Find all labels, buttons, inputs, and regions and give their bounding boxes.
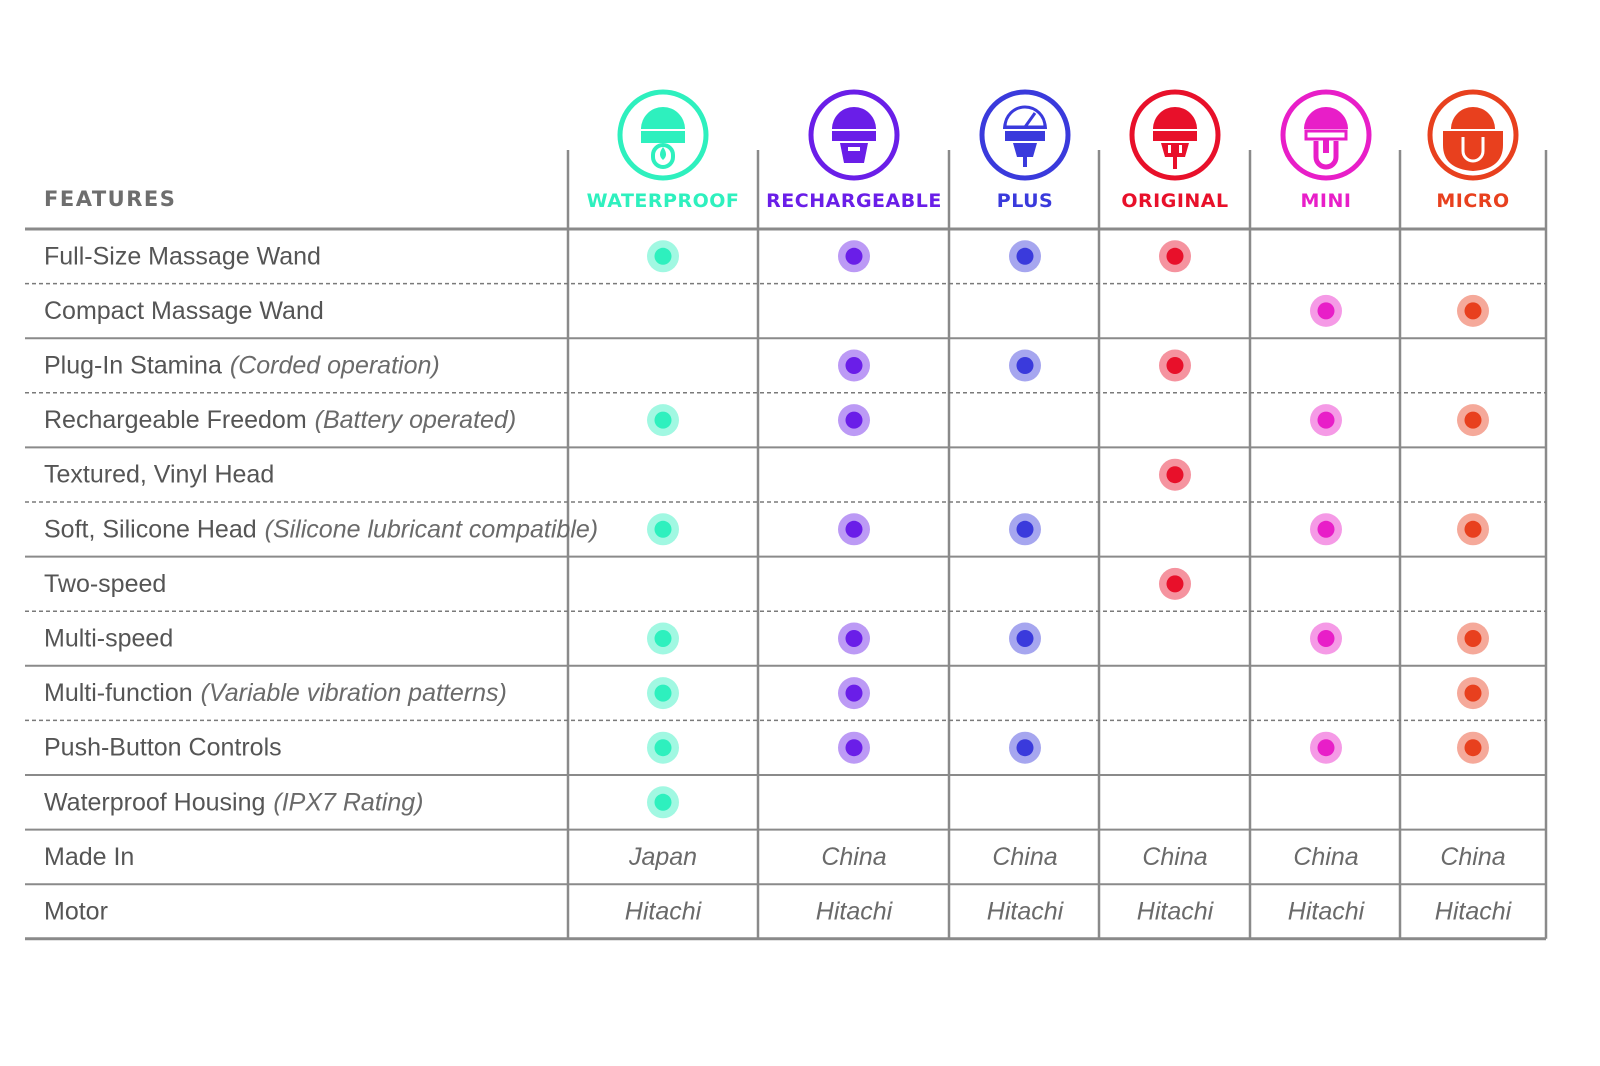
feature-check-dot — [1009, 513, 1041, 546]
feature-check-dot — [838, 240, 870, 273]
feature-check-dot — [1457, 294, 1489, 327]
spec-label: Motor — [44, 898, 108, 926]
feature-check-dot — [1310, 294, 1342, 327]
feature-check-dot — [1310, 622, 1342, 655]
table-body: Full-Size Massage Wand Compact Massage Wa… — [44, 240, 1513, 926]
model-name-rechargeable: RECHARGEABLE — [766, 190, 942, 212]
feature-check-dot — [647, 622, 679, 655]
spec-value: China — [1142, 843, 1207, 871]
feature-label: Rechargeable Freedom (Battery operated) — [44, 406, 516, 434]
model-icons — [617, 89, 1519, 181]
feature-label: Waterproof Housing (IPX7 Rating) — [44, 788, 423, 816]
original-wand-plug-icon — [1129, 89, 1221, 181]
micro-wand-pocket-icon — [1427, 89, 1519, 181]
feature-check-dot — [1457, 513, 1489, 546]
spec-value: Hitachi — [987, 898, 1065, 926]
feature-check-dot — [1457, 677, 1489, 710]
feature-check-dot — [1009, 349, 1041, 382]
feature-check-dot — [1159, 349, 1191, 382]
feature-label: Push-Button Controls — [44, 734, 282, 762]
feature-check-dot — [1009, 240, 1041, 273]
mini-wand-icon — [1280, 89, 1372, 181]
feature-check-dot — [647, 240, 679, 273]
feature-check-dot — [647, 404, 679, 437]
model-name-waterproof: WATERPROOF — [587, 190, 740, 212]
spec-value: Hitachi — [625, 898, 703, 926]
spec-value: China — [992, 843, 1057, 871]
feature-check-dot — [1457, 404, 1489, 437]
rechargeable-wand-icon — [808, 89, 900, 181]
spec-value: Hitachi — [1435, 898, 1513, 926]
spec-value: China — [1440, 843, 1505, 871]
feature-check-dot — [647, 731, 679, 764]
feature-check-dot — [838, 513, 870, 546]
spec-value: China — [821, 843, 886, 871]
feature-label: Textured, Vinyl Head — [44, 461, 274, 489]
feature-check-dot — [647, 677, 679, 710]
feature-label: Multi-function (Variable vibration patter… — [44, 679, 507, 707]
feature-check-dot — [1159, 240, 1191, 273]
model-name-original: ORIGINAL — [1121, 190, 1228, 212]
feature-check-dot — [1457, 622, 1489, 655]
feature-check-dot — [1310, 731, 1342, 764]
feature-check-dot — [838, 731, 870, 764]
feature-check-dot — [647, 786, 679, 819]
spec-value: Hitachi — [1137, 898, 1215, 926]
feature-label: Compact Massage Wand — [44, 297, 324, 325]
feature-check-dot — [1009, 622, 1041, 655]
feature-check-dot — [1310, 404, 1342, 437]
spec-value: China — [1293, 843, 1358, 871]
feature-label: Plug-In Stamina (Corded operation) — [44, 352, 440, 380]
spec-value: Hitachi — [1288, 898, 1366, 926]
table-grid — [25, 150, 1548, 941]
model-name-mini: MINI — [1301, 190, 1352, 212]
feature-check-dot — [838, 404, 870, 437]
feature-check-dot — [838, 622, 870, 655]
feature-check-dot — [838, 677, 870, 710]
feature-label: Full-Size Massage Wand — [44, 242, 321, 270]
model-name-plus: PLUS — [997, 190, 1053, 212]
feature-check-dot — [1009, 731, 1041, 764]
feature-label: Multi-speed — [44, 625, 173, 653]
feature-check-dot — [1159, 567, 1191, 600]
feature-check-dot — [1457, 731, 1489, 764]
feature-label: Soft, Silicone Head (Silicone lubricant c… — [44, 515, 598, 543]
feature-check-dot — [1159, 458, 1191, 491]
spec-label: Made In — [44, 843, 134, 871]
plus-wand-gauge-icon — [979, 89, 1071, 181]
table-header: FEATURES WATERPROOF RECHARGEABLE PLUS ORIGI… — [44, 187, 1509, 212]
spec-value: Japan — [628, 843, 697, 871]
feature-check-dot — [1310, 513, 1342, 546]
feature-label: Two-speed — [44, 570, 166, 598]
feature-check-dot — [838, 349, 870, 382]
feature-check-dot — [647, 513, 679, 546]
waterproof-wand-icon — [617, 89, 709, 181]
model-name-micro: MICRO — [1436, 190, 1509, 212]
spec-value: Hitachi — [816, 898, 894, 926]
features-heading: FEATURES — [44, 187, 176, 211]
